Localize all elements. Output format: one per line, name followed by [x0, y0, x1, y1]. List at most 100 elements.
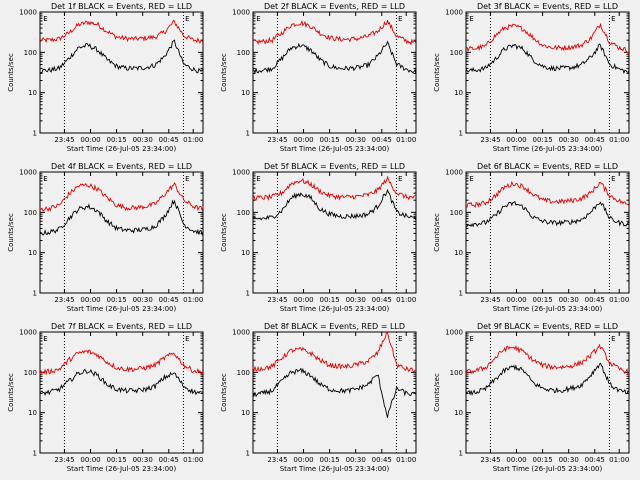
x-tick-label: 01:00: [609, 136, 629, 144]
panel-title: Det 7f BLACK = Events, RED = LLD: [51, 322, 192, 331]
x-tick-label: 00:00: [293, 456, 313, 464]
interval-marker: E: [43, 335, 47, 343]
x-tick-label: 23:45: [480, 296, 500, 304]
x-tick-label: 00:15: [107, 296, 127, 304]
series-lld: [39, 19, 204, 44]
x-axis-label: Start Time (26-Jul-05 23:34:00): [493, 145, 603, 153]
y-tick-label: 100: [450, 49, 463, 57]
plot-frame: [465, 171, 630, 294]
y-tick-label: 10: [241, 89, 250, 97]
interval-marker: E: [611, 175, 615, 183]
x-tick-label: 00:15: [533, 456, 553, 464]
y-tick-label: 10: [28, 249, 37, 257]
y-tick-label: 100: [24, 209, 37, 217]
panel-3: Det 3f BLACK = Events, RED = LLD 1 10 100 10…: [433, 2, 630, 153]
series-events: [252, 40, 417, 75]
panel-5: Det 5f BLACK = Events, RED = LLD 1 10 100 10…: [220, 162, 417, 313]
x-axis-label: Start Time (26-Jul-05 23:34:00): [493, 305, 603, 313]
y-tick-label: 10: [28, 89, 37, 97]
x-tick-label: 00:15: [107, 456, 127, 464]
series-lld: [39, 182, 204, 212]
y-tick-label: 10: [454, 409, 463, 417]
interval-marker: E: [398, 335, 402, 343]
series-events: [39, 368, 204, 397]
x-tick-label: 00:45: [585, 456, 605, 464]
x-tick-label: 00:00: [80, 136, 100, 144]
panel-title: Det 8f BLACK = Events, RED = LLD: [264, 322, 405, 331]
panel-9: Det 9f BLACK = Events, RED = LLD 1 10 100 10…: [433, 322, 630, 473]
y-tick-label: 1000: [232, 169, 250, 177]
x-tick-label: 00:15: [533, 296, 553, 304]
x-tick-label: 01:00: [183, 136, 203, 144]
x-tick-label: 23:45: [54, 136, 74, 144]
x-tick-label: 23:45: [267, 136, 287, 144]
y-axis-label: Counts/sec: [7, 373, 15, 412]
series-events: [465, 362, 630, 396]
y-tick-label: 1000: [445, 169, 463, 177]
x-tick-label: 00:30: [346, 296, 366, 304]
x-tick-label: 00:00: [293, 296, 313, 304]
y-tick-label: 1000: [232, 9, 250, 17]
y-tick-label: 10: [241, 249, 250, 257]
panel-title: Det 2f BLACK = Events, RED = LLD: [264, 2, 405, 11]
x-tick-label: 00:00: [80, 296, 100, 304]
series-lld: [252, 331, 417, 373]
panel-title: Det 1f BLACK = Events, RED = LLD: [51, 2, 192, 11]
x-tick-label: 00:00: [506, 296, 526, 304]
interval-marker: E: [469, 175, 473, 183]
x-tick-label: 00:00: [506, 136, 526, 144]
x-tick-label: 23:45: [267, 296, 287, 304]
x-axis-label: Start Time (26-Jul-05 23:34:00): [67, 465, 177, 473]
x-axis-label: Start Time (26-Jul-05 23:34:00): [280, 145, 390, 153]
x-tick-label: 00:30: [346, 456, 366, 464]
y-tick-label: 1000: [445, 9, 463, 17]
y-tick-label: 1000: [232, 329, 250, 337]
x-axis-label: Start Time (26-Jul-05 23:34:00): [280, 465, 390, 473]
y-tick-label: 1000: [445, 329, 463, 337]
y-axis-label: Counts/sec: [220, 373, 228, 412]
interval-marker: E: [185, 335, 189, 343]
plot-frame: [465, 11, 630, 134]
x-tick-label: 00:00: [293, 136, 313, 144]
panel-1: Det 1f BLACK = Events, RED = LLD 1 10 100 10…: [7, 2, 204, 153]
y-tick-label: 1: [33, 130, 37, 138]
y-tick-label: 100: [24, 369, 37, 377]
y-tick-label: 100: [24, 49, 37, 57]
panel-title: Det 5f BLACK = Events, RED = LLD: [264, 162, 405, 171]
series-events: [465, 201, 630, 228]
y-axis-label: Counts/sec: [7, 213, 15, 252]
interval-marker: E: [611, 15, 615, 23]
x-tick-label: 00:45: [585, 136, 605, 144]
panel-6: Det 6f BLACK = Events, RED = LLD 1 10 100 10…: [433, 162, 630, 313]
panel-title: Det 4f BLACK = Events, RED = LLD: [51, 162, 192, 171]
panel-4: Det 4f BLACK = Events, RED = LLD 1 10 100 10…: [7, 162, 204, 313]
x-axis-label: Start Time (26-Jul-05 23:34:00): [493, 465, 603, 473]
y-tick-label: 1: [33, 290, 37, 298]
y-tick-label: 1: [459, 130, 463, 138]
series-lld: [465, 343, 630, 375]
x-tick-label: 00:15: [533, 136, 553, 144]
series-lld: [252, 19, 417, 46]
y-tick-label: 1000: [19, 169, 37, 177]
plot-frame: [465, 331, 630, 454]
interval-marker: E: [256, 335, 260, 343]
panel-8: Det 8f BLACK = Events, RED = LLD 1 10 100 10…: [220, 322, 417, 473]
x-tick-label: 01:00: [183, 296, 203, 304]
series-lld: [39, 349, 204, 376]
y-axis-label: Counts/sec: [220, 53, 228, 92]
series-lld: [465, 180, 630, 209]
plot-frame: [252, 171, 417, 294]
x-tick-label: 00:45: [372, 136, 392, 144]
x-tick-label: 00:30: [346, 136, 366, 144]
interval-marker: E: [611, 335, 615, 343]
x-tick-label: 00:30: [559, 136, 579, 144]
y-axis-label: Counts/sec: [220, 213, 228, 252]
interval-marker: E: [256, 15, 260, 23]
y-tick-label: 1: [246, 130, 250, 138]
panel-2: Det 2f BLACK = Events, RED = LLD 1 10 100 10…: [220, 2, 417, 153]
x-tick-label: 01:00: [396, 296, 416, 304]
y-tick-label: 100: [237, 369, 250, 377]
panel-title: Det 6f BLACK = Events, RED = LLD: [477, 162, 618, 171]
y-tick-label: 1000: [19, 329, 37, 337]
y-axis-label: Counts/sec: [433, 373, 441, 412]
